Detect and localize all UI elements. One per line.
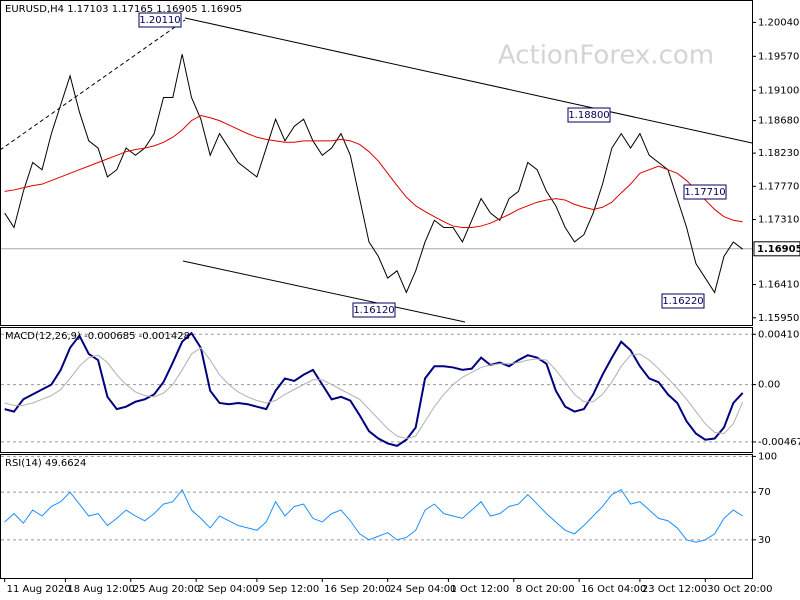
- y-tick-label: 1.18230: [758, 148, 799, 159]
- annotation: 1.16220: [662, 296, 703, 307]
- x-tick-label: 16 Oct 04:00: [581, 584, 646, 595]
- x-tick-label: 2 Sep 04:00: [198, 584, 258, 595]
- annotation: 1.20110: [139, 15, 180, 26]
- y-tick-label: 70: [758, 487, 771, 498]
- y-tick-label: 1.15950: [758, 313, 799, 324]
- y-tick-label: 30: [758, 535, 771, 546]
- y-tick-label: 1.20040: [758, 17, 799, 28]
- watermark: ActionForex.com: [498, 41, 714, 71]
- pane-border: [0, 0, 753, 326]
- x-tick-label: 30 Oct 20:00: [707, 584, 772, 595]
- y-tick-label: 1.17310: [758, 215, 799, 226]
- trend-line: [184, 17, 753, 144]
- x-tick-label: 1 Oct 12:00: [450, 584, 509, 595]
- x-tick-label: 24 Sep 04:00: [390, 584, 457, 595]
- y-tick-label: 1.17770: [758, 181, 799, 192]
- pane-title: EURUSD,H4 1.17103 1.17165 1.16905 1.1690…: [5, 4, 242, 15]
- pane-title: RSI(14) 49.6624: [5, 458, 86, 469]
- annotation: 1.17710: [684, 187, 725, 198]
- series-line: [4, 115, 743, 228]
- last-price-box: [753, 241, 800, 257]
- y-tick-label: 0.004108: [758, 329, 800, 340]
- series-line: [4, 331, 744, 447]
- annotation-box: [567, 107, 611, 123]
- trend-line: [0, 19, 186, 151]
- x-tick-label: 11 Aug 2020: [7, 584, 71, 595]
- y-tick-label: 1.16410: [758, 280, 799, 291]
- series-line: [4, 347, 744, 440]
- y-tick-label: 1.19570: [758, 51, 799, 62]
- annotation: 1.18800: [568, 110, 609, 121]
- y-tick-label: 1.19100: [758, 85, 799, 96]
- x-tick-label: 25 Aug 20:00: [133, 584, 200, 595]
- y-tick-label: 1.18680: [758, 116, 799, 127]
- annotation: 1.16120: [353, 305, 394, 316]
- x-tick-label: 16 Sep 20:00: [324, 584, 391, 595]
- annotation-box: [683, 184, 727, 200]
- series-line: [4, 488, 743, 543]
- annotation-box: [138, 12, 182, 28]
- pane-border: [0, 327, 753, 453]
- trend-line: [182, 260, 466, 323]
- last-price-label: 1.16905: [757, 244, 800, 255]
- pane-title: MACD(12,26,9) -0.000685 -0.001428: [5, 331, 190, 342]
- annotation-box: [661, 293, 705, 309]
- series-line: [4, 54, 743, 294]
- x-tick-label: 18 Aug 12:00: [67, 584, 134, 595]
- annotation-box: [352, 302, 396, 318]
- x-tick-label: 9 Sep 12:00: [259, 584, 319, 595]
- x-tick-label: 23 Oct 12:00: [642, 584, 707, 595]
- y-tick-label: 100: [758, 451, 777, 462]
- x-tick-label: 8 Oct 20:00: [516, 584, 575, 595]
- y-tick-label: -0.004678: [758, 437, 800, 448]
- y-tick-label: 0.00: [758, 380, 780, 391]
- pane-border: [0, 454, 753, 579]
